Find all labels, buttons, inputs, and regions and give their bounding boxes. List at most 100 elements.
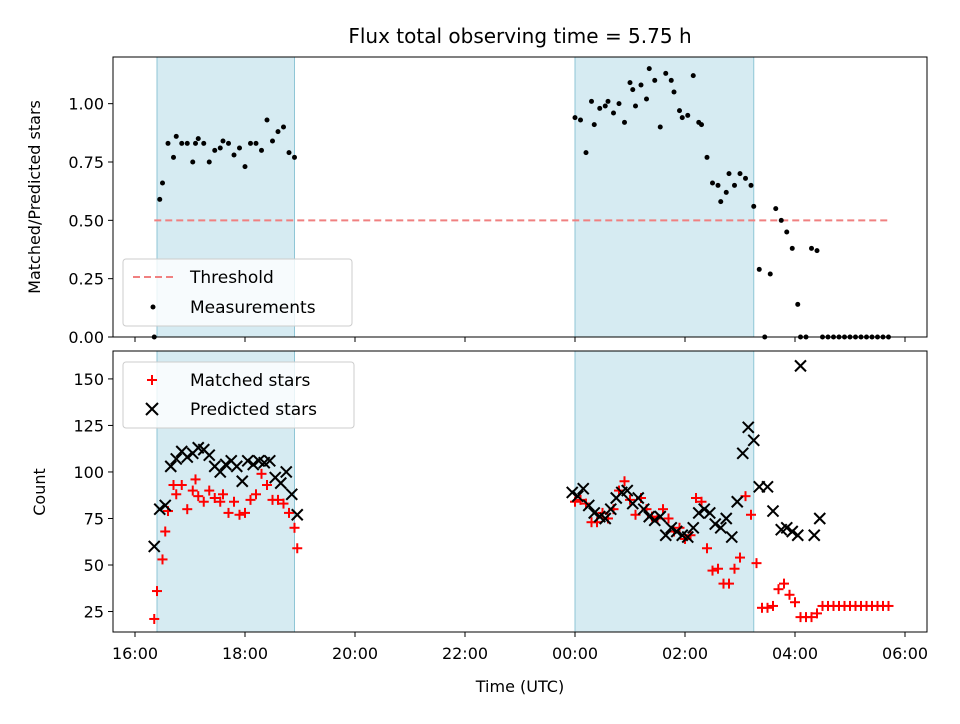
measurement-point	[206, 159, 212, 165]
matched-star-point	[273, 494, 283, 505]
measurement-point	[627, 80, 633, 86]
measurement-point	[679, 115, 685, 121]
predicted-star-point	[285, 488, 298, 501]
measurement-point	[179, 140, 185, 146]
matched-star-point	[292, 543, 303, 554]
x-tick-label: 16:00	[112, 644, 158, 663]
matched-star-point	[702, 543, 712, 554]
x-axis-label: Time (UTC)	[475, 677, 564, 696]
predicted-star-point	[621, 484, 634, 497]
predicted-star-point	[731, 495, 744, 508]
top-legend-box	[122, 258, 353, 327]
predicted-star-point	[577, 482, 590, 495]
measurement-point	[264, 117, 270, 123]
matched-star-point	[256, 468, 267, 479]
measurement-point	[751, 203, 757, 209]
y-tick-label: 100	[73, 463, 104, 482]
predicted-star-point	[648, 514, 661, 527]
predicted-star-point	[164, 460, 177, 473]
measurement-point	[644, 96, 649, 102]
measurement-point	[578, 117, 583, 123]
y-tick-label: 0.50	[68, 211, 104, 230]
matched-star-point	[234, 509, 245, 520]
measurement-point	[622, 119, 627, 125]
predicted-star-point	[637, 502, 650, 516]
predicted-star-point	[148, 540, 161, 553]
matched-star-point	[229, 496, 239, 507]
measurement-point	[748, 182, 754, 188]
predicted-star-point	[761, 480, 774, 494]
bottom-legend: Matched stars Predicted stars	[122, 361, 355, 429]
legend-matched-swatch	[147, 375, 157, 385]
matched-star-point	[262, 479, 272, 490]
measurement-point	[237, 145, 242, 151]
measurement-point	[193, 140, 198, 146]
matched-star-point	[713, 563, 723, 574]
measurement-point	[633, 103, 638, 109]
predicted-star-point	[643, 510, 656, 523]
matched-star-point	[182, 504, 193, 515]
measurement-point	[723, 189, 729, 195]
y-tick-label: 0.75	[68, 153, 104, 172]
measurement-point	[784, 229, 790, 235]
top-y-axis-label: Matched/Predicted stars	[25, 100, 44, 294]
measurement-point	[171, 154, 176, 160]
matched-star-point	[171, 489, 182, 500]
legend-predicted-label: Predicted stars	[190, 400, 317, 420]
matched-star-point	[245, 494, 256, 505]
matched-star-point	[812, 608, 822, 619]
measurement-point	[756, 266, 762, 272]
matched-star-point	[779, 578, 789, 589]
measurement-point	[184, 140, 190, 146]
measurement-point	[212, 147, 218, 153]
predicted-star-point	[181, 450, 194, 464]
matched-star-point	[691, 493, 701, 504]
predicted-star-point	[709, 517, 722, 531]
matched-star-point	[176, 479, 187, 490]
matched-star-point	[190, 474, 201, 485]
measurement-point	[281, 124, 286, 130]
measurement-point	[685, 112, 691, 118]
measurement-point	[732, 182, 737, 188]
shaded-region	[574, 350, 755, 633]
predicted-star-point	[794, 359, 807, 373]
matched-star-point	[198, 496, 209, 507]
matched-star-point	[784, 589, 795, 600]
measurement-point	[616, 101, 622, 107]
matched-star-point	[751, 558, 762, 569]
legend-matched-label: Matched stars	[190, 371, 310, 391]
measurement-point	[583, 150, 589, 156]
matched-star-point	[193, 491, 204, 502]
bottom-legend-box	[122, 361, 355, 429]
matched-star-point	[157, 554, 168, 565]
measurement-point	[572, 115, 578, 121]
predicted-star-point	[747, 434, 760, 447]
measurement-point	[217, 145, 223, 151]
predicted-star-point	[280, 465, 293, 479]
x-tick-label: 20:00	[332, 644, 378, 663]
matched-star-point	[187, 485, 198, 496]
predicted-star-point	[791, 529, 804, 542]
x-tick-label: 22:00	[442, 644, 488, 663]
predicted-star-point	[263, 454, 276, 468]
measurement-point	[710, 180, 715, 186]
predicted-star-point	[692, 506, 705, 520]
predicted-star-point	[604, 502, 617, 516]
matched-star-point	[735, 552, 745, 563]
measurement-point	[242, 164, 248, 170]
y-tick-label: 125	[73, 416, 104, 435]
chart-title: Flux total observing time = 5.75 h	[348, 24, 691, 48]
predicted-star-point	[736, 447, 749, 460]
y-tick-label: 50	[84, 556, 104, 575]
predicted-star-point	[214, 465, 227, 479]
measurement-point	[611, 110, 616, 116]
measurement-point	[220, 138, 226, 144]
matched-star-point	[160, 526, 171, 537]
measurement-point	[605, 98, 611, 104]
legend-measurements-swatch	[150, 304, 156, 310]
predicted-star-point	[665, 521, 678, 534]
x-tick-label: 18:00	[222, 644, 268, 663]
predicted-star-point	[720, 512, 733, 525]
measurement-point	[737, 171, 743, 177]
